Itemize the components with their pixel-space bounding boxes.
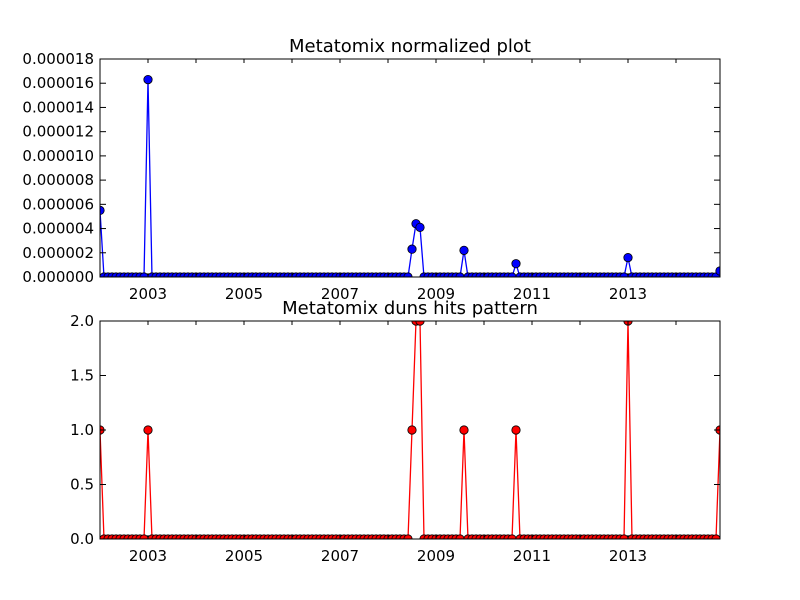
x-tick-label: 2011 (513, 547, 551, 565)
y-tick-label: 0.000006 (22, 195, 94, 213)
series-line (100, 79, 720, 277)
chart-title: Metatomix normalized plot (289, 36, 531, 57)
y-tick-label: 0.000014 (22, 98, 94, 116)
y-tick-label: 0.0 (70, 530, 94, 548)
data-point (143, 425, 153, 435)
data-point (415, 321, 425, 326)
y-tick-label: 0.000004 (22, 220, 94, 238)
y-tick-label: 0.000012 (22, 123, 94, 141)
x-tick-label: 2003 (129, 285, 167, 303)
x-tick-label: 2009 (417, 285, 455, 303)
data-point (415, 222, 425, 232)
x-tick-label: 2013 (609, 285, 647, 303)
chart-title: Metatomix duns hits pattern (282, 298, 538, 319)
series-line (100, 321, 720, 539)
y-tick-label: 1.5 (70, 367, 94, 385)
data-point (623, 253, 633, 263)
y-tick-label: 0.000000 (22, 268, 94, 286)
data-point (459, 245, 469, 255)
x-tick-label: 2013 (609, 547, 647, 565)
data-point (407, 244, 417, 254)
y-tick-label: 0.000008 (22, 171, 94, 189)
y-tick-label: 0.000016 (22, 74, 94, 92)
x-tick-label: 2009 (417, 547, 455, 565)
x-tick-label: 2007 (321, 285, 359, 303)
data-point (459, 425, 469, 435)
data-point (511, 425, 521, 435)
y-tick-label: 0.000002 (22, 244, 94, 262)
y-tick-label: 0.000018 (22, 50, 94, 68)
data-point (143, 74, 153, 85)
y-tick-label: 0.000010 (22, 147, 94, 165)
x-tick-label: 2003 (129, 547, 167, 565)
data-point (407, 425, 417, 435)
y-tick-label: 2.0 (70, 312, 94, 330)
plot-frame (99, 58, 721, 278)
x-tick-label: 2011 (513, 285, 551, 303)
x-tick-label: 2007 (321, 547, 359, 565)
chart-panel-1: Metatomix normalized plot 2003 2005 2007 200… (22, 36, 721, 303)
y-tick-label: 1.0 (70, 421, 94, 439)
x-tick-label: 2005 (225, 285, 263, 303)
chart-panel-2: Metatomix duns hits pattern 2003 2005 2007 2… (70, 298, 721, 565)
y-tick-label: 0.5 (70, 476, 94, 494)
data-point (511, 259, 521, 269)
x-tick-label: 2005 (225, 547, 263, 565)
